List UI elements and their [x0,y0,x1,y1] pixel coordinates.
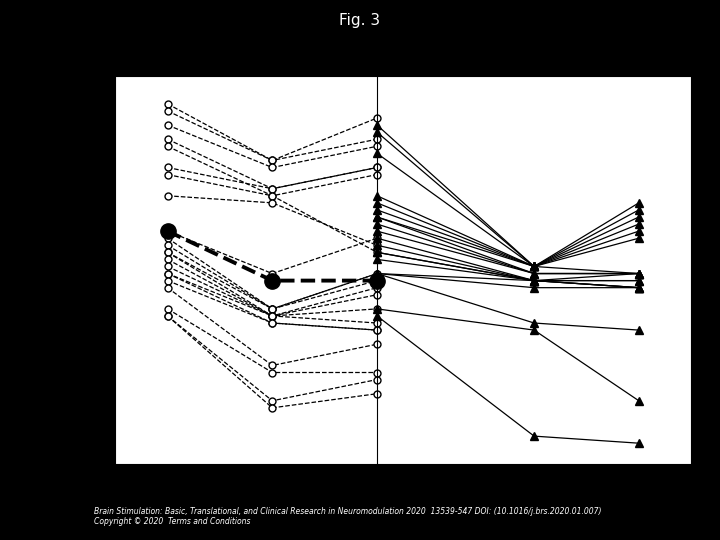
Text: Fig. 3: Fig. 3 [339,14,381,29]
Text: Active: Active [477,46,539,64]
Text: Brain Stimulation: Basic, Translational, and Clinical Research in Neuromodulatio: Brain Stimulation: Basic, Translational,… [94,507,601,526]
Y-axis label: Metacognition Index Score: Metacognition Index Score [68,165,82,375]
X-axis label: Time: Time [380,494,426,512]
Text: Sham: Sham [244,46,300,64]
